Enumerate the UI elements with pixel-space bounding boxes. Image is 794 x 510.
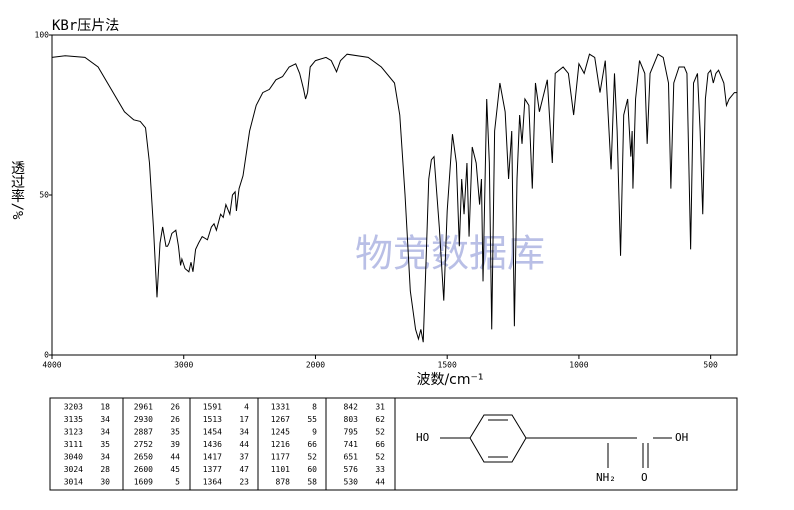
wavenumber-cell: 1245 (271, 428, 290, 437)
structure (440, 414, 672, 468)
ring (469, 414, 527, 463)
atom-label: O (641, 471, 648, 484)
transmittance-cell: 34 (100, 453, 110, 462)
wavenumber-cell: 741 (344, 440, 359, 449)
wavenumber-cell: 2752 (134, 440, 153, 449)
wavenumber-cell: 1101 (271, 465, 290, 474)
transmittance-cell: 26 (170, 415, 180, 424)
x-tick-label: 1500 (438, 361, 457, 370)
wavenumber-cell: 1591 (203, 403, 222, 412)
y-tick-label: 0 (44, 351, 49, 360)
transmittance-cell: 8 (312, 403, 317, 412)
transmittance-cell: 52 (307, 453, 317, 462)
transmittance-cell: 62 (375, 415, 385, 424)
wavenumber-cell: 1177 (271, 453, 290, 462)
x-tick-label: 4000 (42, 361, 61, 370)
transmittance-cell: 35 (100, 440, 110, 449)
transmittance-cell: 39 (170, 440, 180, 449)
table-frame (49, 397, 738, 491)
atom-label: OH (675, 431, 688, 444)
wavenumber-cell: 3111 (64, 440, 83, 449)
x-tick-label: 500 (703, 361, 718, 370)
transmittance-cell: 35 (170, 428, 180, 437)
wavenumber-cell: 2930 (134, 415, 153, 424)
transmittance-cell: 66 (307, 440, 317, 449)
wavenumber-cell: 3040 (64, 453, 83, 462)
transmittance-cell: 55 (307, 415, 317, 424)
y-axis-label: 透过率/% (9, 161, 25, 220)
transmittance-cell: 33 (375, 465, 385, 474)
wavenumber-cell: 2887 (134, 428, 153, 437)
wavenumber-cell: 1609 (134, 478, 153, 487)
wavenumber-cell: 530 (344, 478, 359, 487)
wavenumber-cell: 803 (344, 415, 359, 424)
wavenumber-cell: 795 (344, 428, 359, 437)
wavenumber-cell: 1454 (203, 428, 222, 437)
wavenumber-cell: 1436 (203, 440, 222, 449)
transmittance-cell: 52 (375, 428, 385, 437)
wavenumber-cell: 1267 (271, 415, 290, 424)
transmittance-cell: 45 (170, 465, 180, 474)
wavenumber-cell: 2650 (134, 453, 153, 462)
x-tick-label: 3000 (174, 361, 193, 370)
spectrum-line (51, 53, 737, 343)
wavenumber-cell: 576 (344, 465, 359, 474)
wavenumber-cell: 878 (276, 478, 291, 487)
chart-title: KBr压片法 (52, 18, 119, 34)
transmittance-cell: 18 (100, 403, 110, 412)
y-tick-label: 100 (35, 31, 50, 40)
transmittance-cell: 52 (375, 453, 385, 462)
transmittance-cell: 9 (312, 428, 317, 437)
transmittance-cell: 44 (170, 453, 180, 462)
x-tick-label: 1000 (569, 361, 588, 370)
wavenumber-cell: 1377 (203, 465, 222, 474)
transmittance-cell: 44 (239, 440, 249, 449)
wavenumber-cell: 2961 (134, 403, 153, 412)
transmittance-cell: 66 (375, 440, 385, 449)
wavenumber-cell: 1216 (271, 440, 290, 449)
transmittance-cell: 58 (307, 478, 317, 487)
transmittance-cell: 4 (244, 403, 249, 412)
wavenumber-cell: 1331 (271, 403, 290, 412)
transmittance-cell: 31 (375, 403, 385, 412)
x-axis-label: 波数/cm⁻¹ (416, 372, 483, 388)
wavenumber-cell: 3024 (64, 465, 83, 474)
wavenumber-cell: 1364 (203, 478, 222, 487)
transmittance-cell: 44 (375, 478, 385, 487)
wavenumber-cell: 842 (344, 403, 359, 412)
x-tick-label: 2000 (306, 361, 325, 370)
transmittance-cell: 26 (170, 403, 180, 412)
wavenumber-cell: 2600 (134, 465, 153, 474)
wavenumber-cell: 1417 (203, 453, 222, 462)
wavenumber-cell: 3014 (64, 478, 83, 487)
transmittance-cell: 30 (100, 478, 110, 487)
transmittance-cell: 34 (100, 415, 110, 424)
wavenumber-cell: 1513 (203, 415, 222, 424)
watermark: 物竞数据库 (355, 232, 545, 276)
transmittance-cell: 5 (175, 478, 180, 487)
transmittance-cell: 34 (100, 428, 110, 437)
transmittance-cell: 37 (239, 453, 249, 462)
transmittance-cell: 17 (239, 415, 249, 424)
y-tick-label: 50 (39, 191, 49, 200)
wavenumber-cell: 3135 (64, 415, 83, 424)
atom-label: NH₂ (596, 471, 616, 484)
wavenumber-cell: 3123 (64, 428, 83, 437)
transmittance-cell: 34 (239, 428, 249, 437)
wavenumber-cell: 3203 (64, 403, 83, 412)
transmittance-cell: 23 (239, 478, 249, 487)
transmittance-cell: 60 (307, 465, 317, 474)
transmittance-cell: 28 (100, 465, 110, 474)
transmittance-cell: 47 (239, 465, 249, 474)
atom-label: HO (416, 431, 429, 444)
wavenumber-cell: 651 (344, 453, 359, 462)
